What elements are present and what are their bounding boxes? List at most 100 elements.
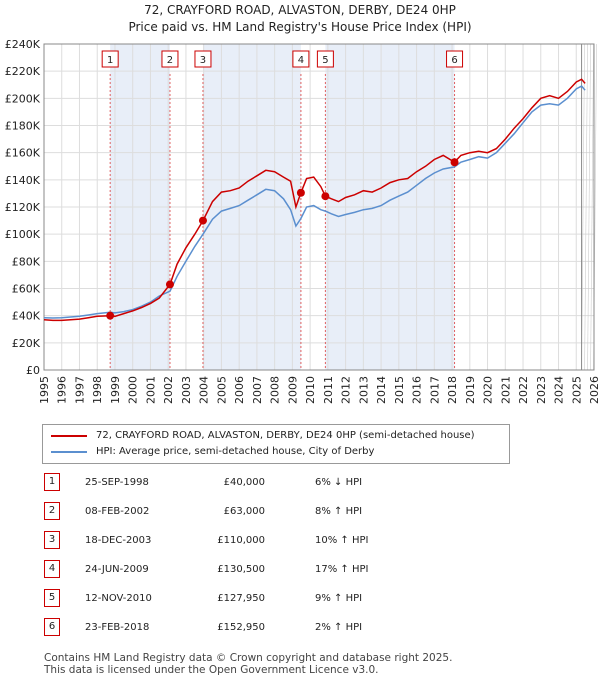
transaction-marker-number: 5 [322, 55, 328, 66]
transaction-marker-4: 4 [292, 50, 310, 68]
transaction-price: £40,000 [223, 477, 265, 488]
transaction-marker-1: 1 [101, 50, 119, 68]
x-tick-label: 2008 [269, 376, 282, 404]
x-tick-label: 2002 [162, 376, 175, 404]
transaction-number: 1 [44, 473, 60, 491]
chart-subtitle: Price paid vs. HM Land Registry's House … [128, 20, 472, 34]
transaction-marker-2: 2 [161, 50, 179, 68]
x-tick-label: 2013 [357, 376, 370, 404]
x-tick-label: 2023 [535, 376, 548, 404]
transaction-row: 2 08-FEB-2002 £63,000 8% ↑ HPI [40, 502, 440, 520]
transaction-date: 12-NOV-2010 [85, 593, 152, 604]
plot-border [43, 43, 595, 371]
transaction-point-1 [106, 311, 115, 320]
y-tick-label: £20K [12, 337, 41, 350]
x-tick-label: 2022 [517, 376, 530, 404]
transaction-marker-3: 3 [194, 50, 212, 68]
transaction-price: £130,500 [217, 564, 265, 575]
transaction-marker-number: 1 [107, 55, 113, 66]
transaction-date: 23-FEB-2018 [85, 622, 150, 633]
price-chart: £0 £20K £40K £60K £80K £100K £120K £140K £160K £1… [5, 38, 600, 404]
transaction-marker-number: 4 [298, 55, 304, 66]
transaction-marker-number: 2 [167, 55, 173, 66]
x-tick-label: 2026 [588, 376, 600, 404]
transaction-price: £110,000 [217, 535, 265, 546]
x-tick-label: 2006 [233, 376, 246, 404]
transaction-price: £127,950 [217, 593, 265, 604]
x-tick-label: 2018 [446, 376, 459, 404]
transaction-hpi-change: 2% ↑ HPI [315, 622, 363, 633]
transaction-hpi-change: 8% ↑ HPI [315, 506, 363, 517]
transaction-price: £63,000 [223, 506, 265, 517]
transaction-date: 18-DEC-2003 [85, 535, 152, 546]
x-tick-label: 1995 [38, 376, 51, 404]
transaction-marker-box [446, 50, 464, 68]
transaction-row: 3 18-DEC-2003 £110,000 10% ↑ HPI [40, 531, 440, 549]
transaction-price: £152,950 [217, 622, 265, 633]
transaction-marker-6: 6 [446, 50, 464, 68]
transaction-marker-box [316, 50, 334, 68]
transaction-number: 4 [44, 560, 60, 578]
y-tick-label: £100K [5, 228, 41, 241]
transaction-hpi-change: 6% ↓ HPI [315, 477, 363, 488]
y-tick-label: £60K [12, 283, 41, 296]
y-tick-label: £160K [5, 147, 41, 160]
x-tick-label: 1996 [56, 376, 69, 404]
transaction-point-6 [450, 158, 459, 167]
x-tick-label: 2011 [322, 376, 335, 404]
x-tick-label: 2020 [482, 376, 495, 404]
x-tick-label: 2009 [286, 376, 299, 404]
x-tick-label: 2021 [499, 376, 512, 404]
x-tick-label: 2015 [393, 376, 406, 404]
transaction-hpi-change: 9% ↑ HPI [315, 593, 363, 604]
x-tick-label: 2001 [144, 376, 157, 404]
transaction-date: 24-JUN-2009 [85, 564, 149, 575]
y-tick-label: £240K [5, 38, 41, 51]
legend: 72, CRAYFORD ROAD, ALVASTON, DERBY, DE24… [42, 424, 510, 464]
x-tick-label: 2005 [215, 376, 228, 404]
transaction-marker-box [194, 50, 212, 68]
transaction-row: 1 25-SEP-1998 £40,000 6% ↓ HPI [40, 473, 440, 491]
y-tick-label: £220K [5, 65, 41, 78]
transaction-row: 5 12-NOV-2010 £127,950 9% ↑ HPI [40, 589, 440, 607]
transaction-number: 2 [44, 502, 60, 520]
legend-swatch-hpi [51, 451, 87, 453]
chart-title: 72, CRAYFORD ROAD, ALVASTON, DERBY, DE24… [144, 3, 456, 17]
transaction-point-5 [321, 192, 330, 201]
x-tick-label: 2024 [553, 376, 566, 404]
x-tick-label: 2025 [570, 376, 583, 404]
x-tick-label: 2012 [340, 376, 353, 404]
legend-swatch-property [51, 435, 87, 437]
x-tick-label: 2010 [304, 376, 317, 404]
y-tick-label: £120K [5, 201, 41, 214]
transaction-marker-box [101, 50, 119, 68]
transaction-marker-box [161, 50, 179, 68]
transaction-point-2 [165, 280, 174, 289]
transaction-row: 6 23-FEB-2018 £152,950 2% ↑ HPI [40, 618, 440, 636]
forecast-hatch [590, 43, 594, 371]
forecast-hatch [587, 43, 591, 371]
transaction-number: 3 [44, 531, 60, 549]
legend-item-hpi: HPI: Average price, semi-detached house,… [51, 444, 374, 460]
y-tick-label: £0 [26, 364, 40, 377]
transaction-point-3 [198, 216, 207, 225]
transaction-marker-box [292, 50, 310, 68]
transaction-row: 4 24-JUN-2009 £130,500 17% ↑ HPI [40, 560, 440, 578]
y-tick-label: £140K [5, 174, 41, 187]
series-line-hpi [43, 85, 586, 319]
transaction-marker-5: 5 [316, 50, 334, 68]
transaction-number: 5 [44, 589, 60, 607]
x-tick-label: 1998 [91, 376, 104, 404]
y-tick-label: £80K [12, 255, 41, 268]
x-tick-label: 2019 [464, 376, 477, 404]
x-tick-label: 2014 [375, 376, 388, 404]
legend-label-hpi: HPI: Average price, semi-detached house,… [96, 446, 375, 457]
footer-copyright: Contains HM Land Registry data © Crown c… [44, 652, 453, 664]
transaction-marker-number: 3 [200, 55, 206, 66]
transaction-date: 08-FEB-2002 [85, 506, 150, 517]
footer-licence: This data is licensed under the Open Gov… [44, 664, 379, 676]
transaction-hpi-change: 17% ↑ HPI [315, 564, 369, 575]
transaction-marker-number: 6 [451, 55, 457, 66]
y-tick-label: £40K [12, 310, 41, 323]
x-tick-label: 1997 [73, 376, 86, 404]
